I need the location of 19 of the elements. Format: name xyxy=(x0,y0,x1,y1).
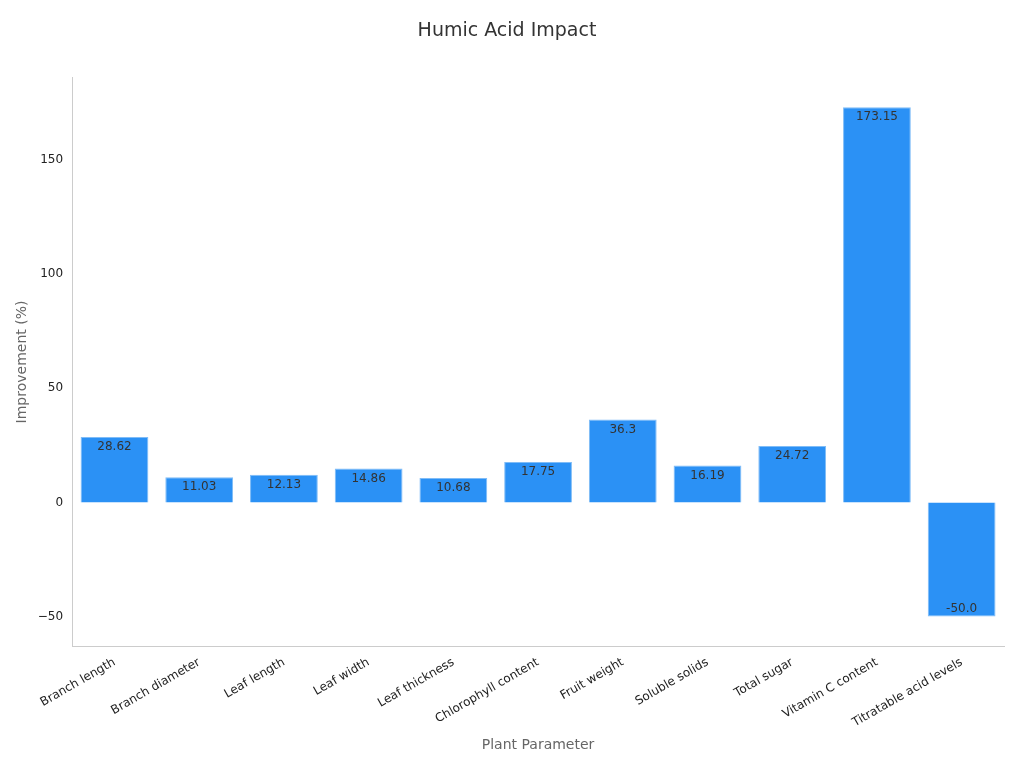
data-label: 10.68 xyxy=(436,480,471,495)
data-label: 14.86 xyxy=(351,470,386,485)
y-tick-label: 0 xyxy=(55,494,64,509)
data-label: 173.15 xyxy=(855,109,898,124)
data-label: 17.75 xyxy=(520,464,556,479)
data-label: 28.62 xyxy=(97,439,132,454)
chart-title: Humic Acid Impact xyxy=(417,18,597,41)
y-tick-label: 50 xyxy=(47,380,64,395)
y-axis-title: Improvement (%) xyxy=(13,300,30,424)
data-label: 12.13 xyxy=(266,476,302,491)
data-label: -50.0 xyxy=(946,600,978,615)
y-tick-label: 100 xyxy=(40,266,64,281)
y-tick-label: −50 xyxy=(37,608,64,623)
data-label: 16.19 xyxy=(690,467,725,482)
data-label: 11.03 xyxy=(182,479,217,494)
y-tick-label: 150 xyxy=(40,152,64,167)
data-label: 36.3 xyxy=(609,421,637,436)
x-axis-title: Plant Parameter xyxy=(481,736,595,753)
data-label: 24.72 xyxy=(775,448,810,463)
